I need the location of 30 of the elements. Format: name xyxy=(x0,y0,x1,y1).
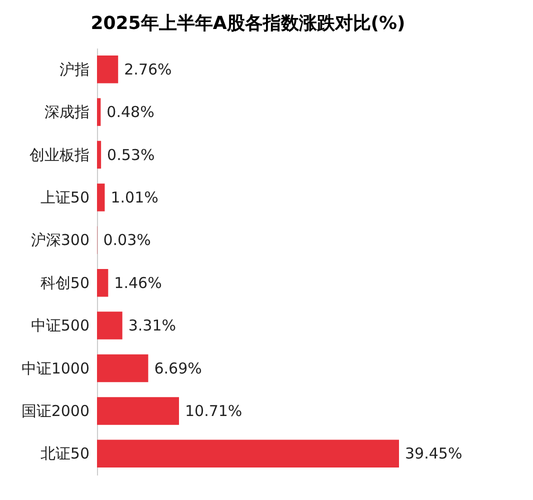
bar xyxy=(97,140,102,169)
data-label: 0.03% xyxy=(103,231,151,250)
data-label: 0.53% xyxy=(107,146,155,164)
data-label: 1.46% xyxy=(114,274,162,292)
y-tick-label: 国证2000 xyxy=(21,402,90,420)
data-label: 2.76% xyxy=(124,60,172,78)
y-tick-label: 沪深300 xyxy=(30,231,90,250)
data-label: 3.31% xyxy=(128,316,176,335)
y-tick-label: 创业板指 xyxy=(30,146,90,164)
bar xyxy=(97,397,179,425)
y-tick-label: 科创50 xyxy=(40,274,90,292)
data-label: 0.48% xyxy=(106,103,154,122)
y-tick-label: 深成指 xyxy=(44,103,90,122)
bar xyxy=(97,354,148,382)
bar xyxy=(97,440,399,468)
bar xyxy=(97,98,101,126)
data-label: 39.45% xyxy=(405,444,462,463)
data-label: 1.01% xyxy=(110,188,158,206)
chart-title: 2025年上半年A股各指数涨跌对比(%) xyxy=(90,13,406,34)
y-tick-label: 沪指 xyxy=(60,60,90,78)
bar xyxy=(97,268,108,297)
y-tick-label: 上证50 xyxy=(40,188,90,206)
bar xyxy=(97,55,118,84)
y-tick-label: 中证500 xyxy=(30,316,90,335)
y-tick-label: 北证50 xyxy=(40,444,90,463)
y-tick-label: 中证1000 xyxy=(21,359,90,378)
bar xyxy=(97,312,122,340)
bar xyxy=(97,184,105,212)
data-label: 6.69% xyxy=(154,359,202,378)
data-label: 10.71% xyxy=(184,402,242,420)
